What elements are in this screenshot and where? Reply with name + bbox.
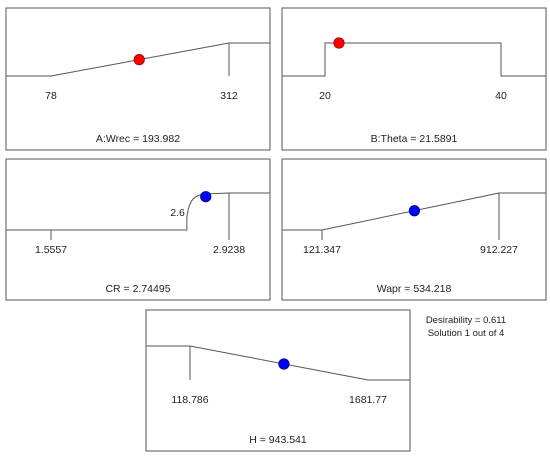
tick-label: 312 xyxy=(220,90,238,102)
tick-label: 121.347 xyxy=(303,244,341,256)
desirability-text: Desirability = 0.611 xyxy=(426,315,506,326)
tick-label: 78 xyxy=(45,90,57,102)
solution-marker xyxy=(278,358,290,370)
tick-label: 20 xyxy=(319,90,331,102)
panel-b-theta: 20 40 B:Theta = 21.5891 xyxy=(281,7,547,151)
factor-caption: B:Theta = 21.5891 xyxy=(371,133,458,145)
annotation-label: 2.6 xyxy=(170,207,185,219)
desirability-curve xyxy=(282,42,546,77)
tick-label: 912.227 xyxy=(480,244,518,256)
panel-frame xyxy=(145,309,411,452)
panel-frame xyxy=(5,7,271,151)
solution-marker xyxy=(408,205,421,217)
factor-caption: H = 943.541 xyxy=(249,434,307,446)
panel-wapr: 121.347 912.227 Wapr = 534.218 xyxy=(281,158,547,301)
tick-label: 2.9238 xyxy=(213,244,245,256)
solution-marker xyxy=(200,191,212,203)
tick-label: 1681.77 xyxy=(349,394,387,406)
tick-label: 118.786 xyxy=(171,394,208,406)
solution-text: Solution 1 out of 4 xyxy=(428,328,505,339)
tick-label: 1.5557 xyxy=(35,244,67,256)
tick-label: 40 xyxy=(495,90,507,102)
solution-marker xyxy=(133,54,145,66)
factor-caption: CR = 2.74495 xyxy=(105,283,170,295)
factor-caption: A:Wrec = 193.982 xyxy=(96,133,180,145)
panel-cr: 1.5557 2.9238 2.6 CR = 2.74495 xyxy=(5,158,271,301)
panel-frame xyxy=(281,7,547,151)
panel-h: 118.786 1681.77 H = 943.541 xyxy=(145,309,411,452)
solution-marker xyxy=(333,37,345,49)
panel-a-wrec: 78 312 A:Wrec = 193.982 xyxy=(5,7,271,151)
factor-caption: Wapr = 534.218 xyxy=(377,283,452,295)
